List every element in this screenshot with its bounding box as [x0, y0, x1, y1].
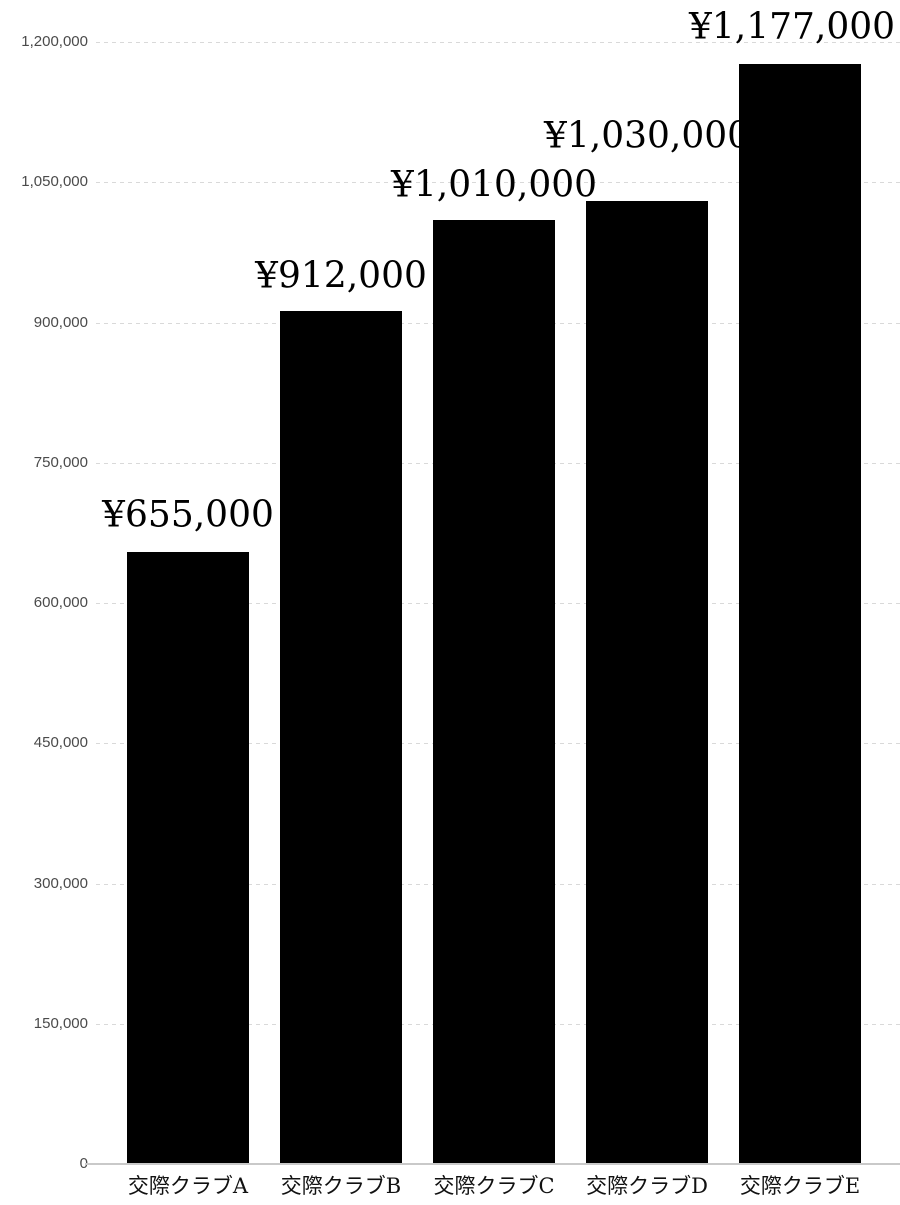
y-axis-tick-label: 150,000	[33, 1015, 88, 1032]
x-axis-category-label: 交際クラブC	[433, 1174, 555, 1198]
bar-value-label: ¥1,177,000	[688, 6, 896, 48]
bar	[280, 311, 402, 1163]
gridline	[96, 42, 900, 43]
bar-value-label: ¥912,000	[255, 255, 427, 297]
y-axis-tick-label: 900,000	[33, 314, 88, 331]
bar	[586, 200, 708, 1163]
y-axis-tick-label: 0	[79, 1155, 88, 1172]
bar-value-label: ¥655,000	[102, 494, 274, 536]
x-axis-line	[85, 1163, 900, 1165]
x-axis-category-label: 交際クラブD	[586, 1174, 708, 1198]
y-axis-tick-label: 1,200,000	[21, 33, 88, 50]
bar	[433, 219, 555, 1163]
bar-value-label: ¥1,010,000	[390, 164, 598, 206]
x-axis-category-label: 交際クラブB	[280, 1174, 402, 1198]
bar	[127, 551, 249, 1163]
x-axis-category-label: 交際クラブE	[739, 1174, 861, 1198]
y-axis-tick-label: 750,000	[33, 454, 88, 471]
bar	[739, 63, 861, 1163]
y-axis-tick-label: 450,000	[33, 734, 88, 751]
bar-value-label: ¥1,030,000	[543, 115, 751, 157]
gridline	[96, 182, 900, 183]
y-axis-tick-label: 300,000	[33, 875, 88, 892]
x-axis-category-label: 交際クラブA	[127, 1174, 249, 1198]
y-axis-tick-label: 600,000	[33, 594, 88, 611]
y-axis-tick-label: 1,050,000	[21, 173, 88, 190]
